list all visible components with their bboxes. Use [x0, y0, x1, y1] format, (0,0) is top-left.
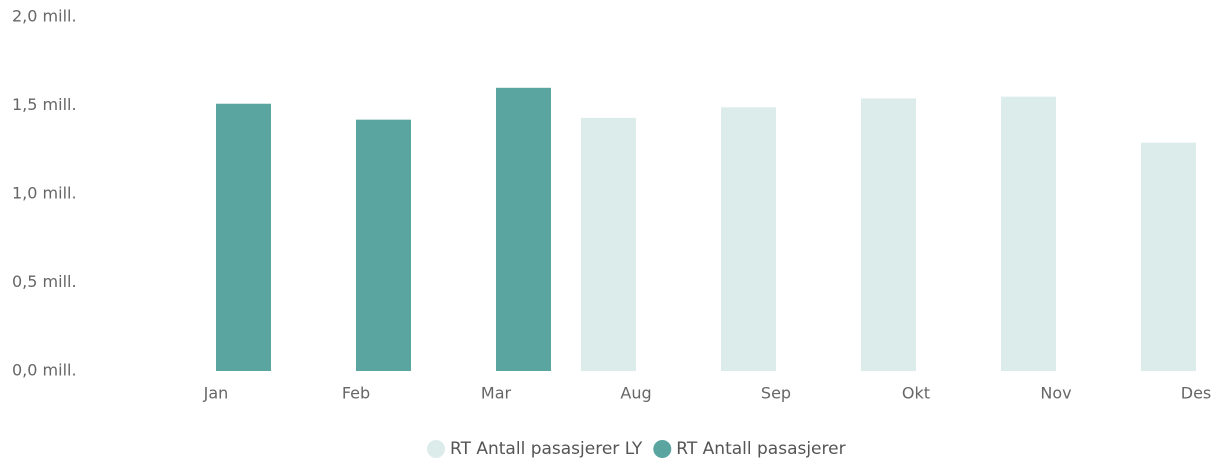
bar	[721, 107, 776, 372]
x-tick-label: Aug	[620, 384, 651, 403]
x-tick-label: Mar	[481, 384, 512, 403]
bar	[496, 87, 551, 372]
bar	[216, 103, 271, 371]
y-tick-label: 2,0 mill.	[12, 7, 77, 26]
x-tick-label: Nov	[1040, 384, 1071, 403]
x-tick-label: Okt	[902, 384, 930, 403]
y-tick-label: 0,5 mill.	[12, 272, 77, 291]
x-tick-label: Sep	[761, 384, 791, 403]
bar	[1001, 96, 1056, 372]
legend-swatch	[653, 440, 672, 458]
bar	[356, 119, 411, 371]
legend-label: RT Antall pasasjerer LY	[450, 439, 643, 459]
x-tick-label: Jan	[203, 384, 229, 403]
bar	[1141, 142, 1196, 371]
legend-swatch	[427, 440, 445, 458]
legend-label: RT Antall pasasjerer	[676, 439, 845, 459]
bar	[581, 117, 636, 371]
y-tick-label: 0,0 mill.	[12, 361, 77, 380]
x-tick-label: Des	[1181, 384, 1212, 403]
y-tick-label: 1,5 mill.	[12, 95, 77, 114]
x-tick-label: Feb	[342, 384, 370, 403]
bar	[861, 98, 916, 372]
y-tick-label: 1,0 mill.	[12, 184, 77, 203]
